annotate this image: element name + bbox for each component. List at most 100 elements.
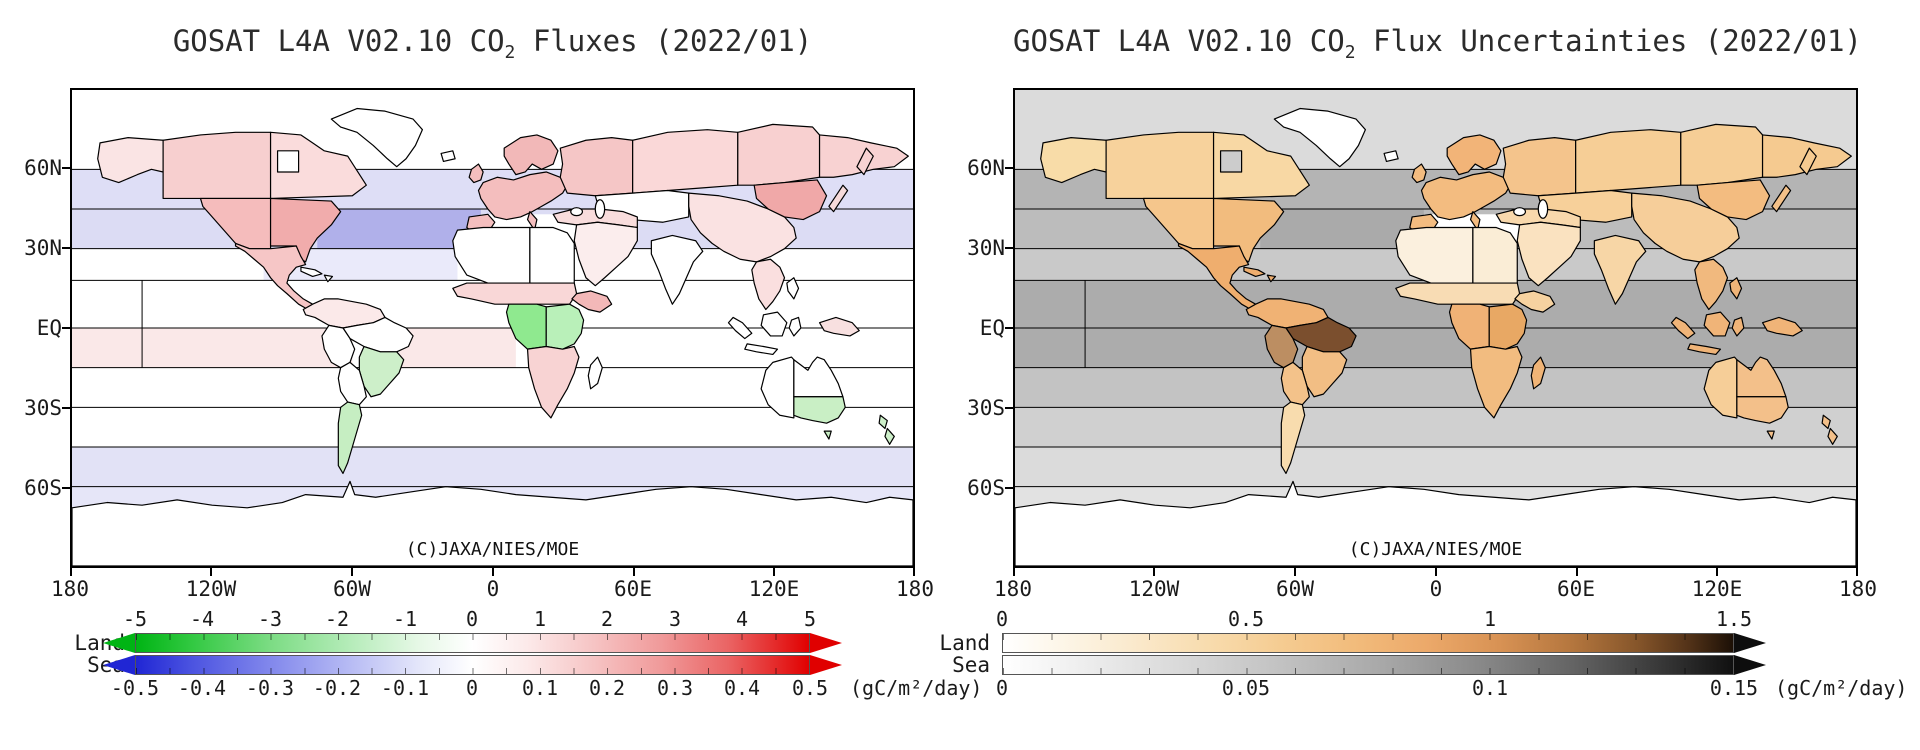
uncertainty-sea-colorbar-right-arrow — [1734, 655, 1766, 675]
uncertainty-lat-tick — [1005, 167, 1013, 169]
uncertainty-lon-label: 120W — [1128, 577, 1180, 601]
flux-lon-tick — [492, 568, 494, 576]
uncertainty-attribution: (C)JAXA/NIES/MOE — [1348, 539, 1523, 560]
flux-title-suffix: Fluxes (2022/01) — [515, 24, 813, 58]
uncertainty-title-suffix: Flux Uncertainties (2022/01) — [1355, 24, 1862, 58]
uncertainty-lon-tick — [1576, 568, 1578, 576]
flux-lon-tick — [351, 568, 353, 576]
flux-lat-label-60s: 60S — [24, 476, 62, 500]
uncertainty-world-map — [1015, 90, 1856, 566]
flux-land-tick-label: -4 — [189, 607, 215, 631]
flux-sea-tick-label: 0.5 — [791, 676, 829, 700]
uncertainty-title-subscript: 2 — [1344, 41, 1356, 63]
flux-sea-tick-label: -0.4 — [177, 676, 227, 700]
uncertainty-lat-tick — [1005, 247, 1013, 249]
flux-lat-tick — [62, 167, 70, 169]
flux-sea-tick-label: 0.4 — [723, 676, 761, 700]
uncertainty-lat-label-30n: 30N — [967, 236, 1005, 260]
flux-sea-colorbar-right-arrow — [810, 655, 842, 675]
flux-sea-tick-label: 0.2 — [588, 676, 626, 700]
flux-colorbar-land-label: Land — [74, 631, 125, 655]
flux-land-colorbar-right-arrow — [810, 633, 842, 653]
flux-lat-label-30s: 30S — [24, 396, 62, 420]
uncertainty-lat-tick — [1005, 327, 1013, 329]
flux-world-map — [72, 90, 913, 566]
flux-panel-title: GOSAT L4A V02.10 CO2 Fluxes (2022/01) — [70, 24, 915, 63]
flux-sea-tick-label: -0.2 — [312, 676, 362, 700]
flux-lon-tick — [913, 568, 915, 576]
flux-colorbar-unit: (gC/m²/day) — [850, 676, 983, 700]
flux-lon-label: 120E — [748, 577, 800, 601]
flux-lat-tick — [62, 487, 70, 489]
flux-lat-tick — [62, 327, 70, 329]
flux-title-prefix: GOSAT L4A V02.10 CO — [172, 24, 505, 58]
uncertainty-land-tick-label: 0 — [995, 607, 1009, 631]
flux-sea-tick-label: 0.1 — [521, 676, 559, 700]
flux-lon-label: 60W — [333, 577, 371, 601]
flux-land-tick-label: -3 — [257, 607, 283, 631]
flux-title-subscript: 2 — [504, 41, 516, 63]
flux-lon-tick — [773, 568, 775, 576]
flux-land-colorbar — [135, 633, 810, 653]
uncertainty-land-tick-label: 0.5 — [1227, 607, 1265, 631]
uncertainty-lon-label: 60E — [1557, 577, 1595, 601]
flux-land-tick-label: 0 — [465, 607, 479, 631]
uncertainty-colorbar-unit: (gC/m²/day) — [1775, 676, 1908, 700]
flux-land-tick-label: 2 — [600, 607, 614, 631]
flux-lat-tick — [62, 407, 70, 409]
flux-land-tick-label: 3 — [668, 607, 682, 631]
uncertainty-lon-tick — [1856, 568, 1858, 576]
uncertainty-lat-tick — [1005, 407, 1013, 409]
uncertainty-lat-label-30s: 30S — [967, 396, 1005, 420]
uncertainty-title-prefix: GOSAT L4A V02.10 CO — [1013, 24, 1345, 58]
uncertainty-lat-tick — [1005, 487, 1013, 489]
uncertainty-lat-label-60n: 60N — [967, 156, 1005, 180]
flux-lon-label: 0 — [486, 577, 500, 601]
uncertainty-lon-label: 180 — [994, 577, 1032, 601]
flux-sea-tick-label: 0 — [465, 676, 479, 700]
flux-lon-tick — [70, 568, 72, 576]
uncertainty-lon-label: 0 — [1429, 577, 1443, 601]
flux-land-tick-label: -1 — [392, 607, 418, 631]
flux-lon-label: 120W — [185, 577, 237, 601]
flux-lat-label-eq: EQ — [36, 316, 62, 340]
flux-sea-tick-label: 0.3 — [656, 676, 694, 700]
uncertainty-land-colorbar-right-arrow — [1734, 633, 1766, 653]
uncertainty-lat-label-eq: EQ — [979, 316, 1005, 340]
uncertainty-lon-tick — [1153, 568, 1155, 576]
uncertainty-lon-tick — [1013, 568, 1015, 576]
flux-lon-tick — [210, 568, 212, 576]
uncertainty-sea-tick-label: 0.15 — [1709, 676, 1759, 700]
uncertainty-lon-tick — [1435, 568, 1437, 576]
flux-lon-label: 60E — [614, 577, 652, 601]
flux-map-plot: (C)JAXA/NIES/MOE — [70, 88, 915, 568]
flux-land-tick-label: -2 — [324, 607, 350, 631]
flux-lon-label: 180 — [896, 577, 934, 601]
uncertainty-sea-tick-label: 0 — [995, 676, 1009, 700]
uncertainty-sea-tick-label: 0.05 — [1221, 676, 1271, 700]
uncertainty-lon-tick — [1294, 568, 1296, 576]
flux-lat-label-30n: 30N — [24, 236, 62, 260]
flux-sea-tick-label: -0.5 — [110, 676, 160, 700]
flux-land-tick-label: -5 — [122, 607, 148, 631]
uncertainty-lon-label: 120E — [1691, 577, 1743, 601]
flux-attribution: (C)JAXA/NIES/MOE — [405, 539, 580, 560]
flux-lat-label-60n: 60N — [24, 156, 62, 180]
uncertainty-land-colorbar — [1002, 633, 1734, 653]
uncertainty-sea-tick-label: 0.1 — [1471, 676, 1509, 700]
flux-land-tick-label: 5 — [803, 607, 817, 631]
flux-sea-colorbar — [135, 655, 810, 675]
uncertainty-lon-label: 60W — [1276, 577, 1314, 601]
flux-land-tick-label: 4 — [735, 607, 749, 631]
uncertainty-map-plot: (C)JAXA/NIES/MOE — [1013, 88, 1858, 568]
flux-lon-tick — [633, 568, 635, 576]
uncertainty-sea-colorbar — [1002, 655, 1734, 675]
uncertainty-colorbar-sea-label: Sea — [952, 653, 990, 677]
uncertainty-lon-tick — [1716, 568, 1718, 576]
uncertainty-panel-title: GOSAT L4A V02.10 CO2 Flux Uncertainties … — [1013, 24, 1862, 63]
uncertainty-land-tick-label: 1.5 — [1715, 607, 1753, 631]
flux-lon-label: 180 — [51, 577, 89, 601]
flux-sea-tick-label: -0.3 — [245, 676, 295, 700]
flux-land-tick-label: 1 — [533, 607, 547, 631]
